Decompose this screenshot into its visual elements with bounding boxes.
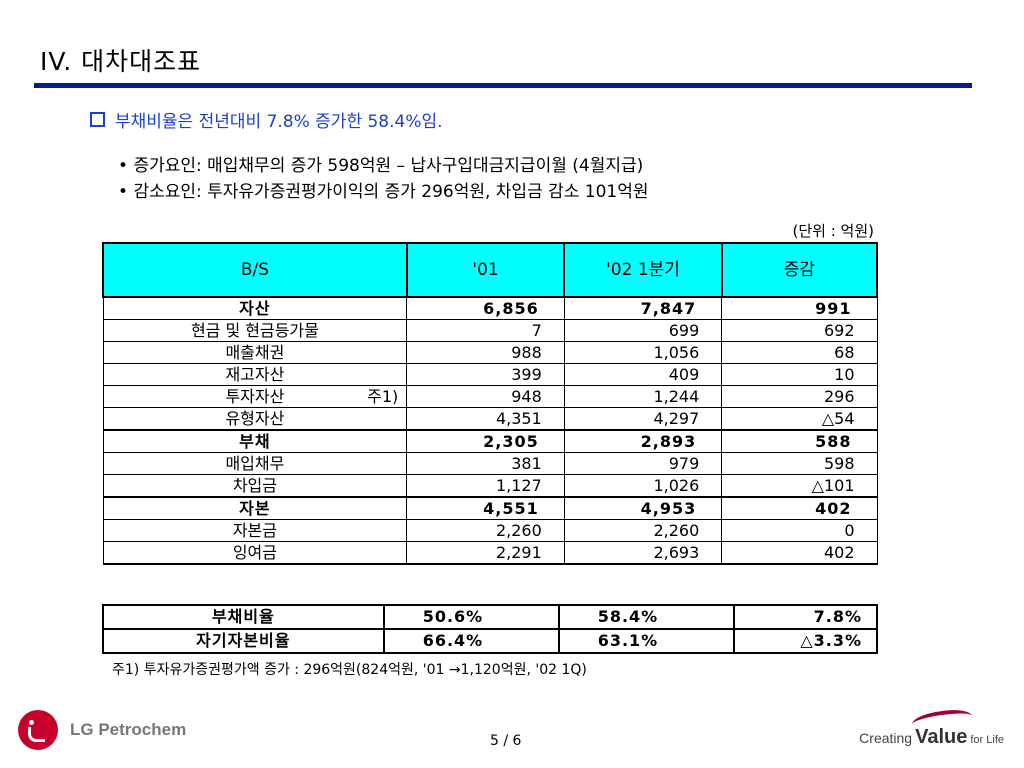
row-name: 자본금: [102, 519, 408, 542]
ratio-row: 자기자본비율 66.4% 63.1% △3.3%: [102, 628, 879, 654]
ratio-name: 부채비율: [102, 604, 385, 630]
row-name: 매입채무: [102, 452, 408, 475]
row-name: 매출채권: [102, 341, 408, 364]
value-2002q1: 1,244: [563, 385, 723, 408]
page-title: IV. 대차대조표: [40, 47, 202, 76]
table-row: 투자자산 주1) 948 1,244 296: [102, 385, 878, 408]
value-change: △54: [721, 407, 878, 430]
row-name: 잉여금: [102, 541, 408, 565]
table-row: 현금 및 현금등가물 7 699 692: [102, 319, 878, 342]
tagline-pre: Creating: [859, 730, 913, 746]
value-2002q1: 409: [563, 363, 723, 386]
header-change: 증감: [720, 242, 879, 298]
header-2002q1: '02 1분기: [563, 242, 723, 298]
value-2002q1: 1,056: [563, 341, 723, 364]
value-change: 402: [721, 496, 878, 520]
row-name: 재고자산: [102, 363, 408, 386]
unit-label: (단위 : 억원): [792, 222, 875, 240]
table-row: 유형자산 4,351 4,297 △54: [102, 407, 878, 430]
value-2002q1: 2,260: [563, 519, 723, 542]
ratio-table: 부채비율 50.6% 58.4% 7.8% 자기자본비율 66.4% 63.1% △3.3%: [102, 604, 879, 654]
value-change: 692: [721, 319, 878, 342]
lg-logo: LG Petrochem: [18, 710, 186, 750]
value-change: 68: [721, 341, 878, 364]
table-row: 차입금 1,127 1,026 △101: [102, 474, 878, 497]
value-2001: 2,260: [406, 519, 565, 542]
table-row: 매출채권 988 1,056 68: [102, 341, 878, 364]
row-name-text: 투자자산: [225, 387, 285, 406]
ratio-change: △3.3%: [732, 628, 879, 654]
row-note: 주1): [367, 387, 399, 406]
lg-face-icon: [18, 710, 58, 750]
checkbox-bullet-icon: [90, 112, 105, 127]
ratio-2001: 50.6%: [382, 604, 560, 630]
table-row: 매입채무 381 979 598: [102, 452, 878, 475]
ratio-2002q1: 63.1%: [557, 628, 735, 654]
value-2001: 7: [406, 319, 565, 342]
bullet-increase: 증가요인: 매입채무의 증가 598억원 – 납사구입대금지급이월 (4월지급): [118, 153, 649, 179]
row-name: 현금 및 현금등가물: [102, 319, 408, 342]
ratio-change: 7.8%: [732, 604, 879, 630]
row-name: 자본: [102, 496, 408, 520]
page-number: 5 / 6: [490, 733, 522, 749]
table-header-row: B/S '01 '02 1분기 증감: [102, 242, 879, 298]
value-2002q1: 979: [563, 452, 723, 475]
row-name: 자산: [102, 296, 408, 320]
company-name: LG Petrochem: [70, 720, 187, 739]
table-row: 자산 6,856 7,847 991: [102, 296, 878, 320]
value-2001: 381: [406, 452, 565, 475]
value-2001: 4,351: [406, 407, 565, 430]
value-change: 598: [721, 452, 878, 475]
value-change: 588: [721, 429, 878, 453]
row-name: 유형자산: [102, 407, 408, 430]
value-2002q1: 2,693: [563, 541, 723, 565]
table-row: 자본금 2,260 2,260 0: [102, 519, 878, 542]
value-2001: 1,127: [406, 474, 565, 497]
bullet-list: 증가요인: 매입채무의 증가 598억원 – 납사구입대금지급이월 (4월지급)…: [118, 153, 649, 205]
footnote: 주1) 투자유가증권평가액 증가 : 296억원(824억원, '01 →1,1…: [112, 662, 587, 678]
value-2001: 2,291: [406, 541, 565, 565]
headline: 부채비율은 전년대비 7.8% 증가한 58.4%임.: [90, 107, 443, 132]
header-bs: B/S: [102, 242, 408, 298]
value-2001: 2,305: [406, 429, 565, 453]
tagline: Creating Value for Life: [859, 726, 1004, 749]
bullet-decrease: 감소요인: 투자유가증권평가이익의 증가 296억원, 차입금 감소 101억원: [118, 179, 648, 205]
value-2002q1: 1,026: [563, 474, 723, 497]
tagline-main: Value: [915, 726, 968, 748]
value-2002q1: 699: [563, 319, 723, 342]
value-2001: 6,856: [406, 296, 565, 320]
tagline-post: for Life: [970, 734, 1004, 746]
row-name: 부채: [102, 429, 408, 453]
value-2002q1: 4,297: [563, 407, 723, 430]
value-2002q1: 7,847: [563, 296, 723, 320]
value-2001: 988: [406, 341, 565, 364]
value-2002q1: 2,893: [563, 429, 723, 453]
title-divider: [34, 83, 972, 88]
ratio-row: 부채비율 50.6% 58.4% 7.8%: [102, 604, 879, 630]
table-row: 자본 4,551 4,953 402: [102, 496, 878, 520]
row-name: 차입금: [102, 474, 408, 497]
value-change: △101: [721, 474, 878, 497]
table-row: 부채 2,305 2,893 588: [102, 429, 878, 453]
value-change: 402: [721, 541, 878, 565]
balance-sheet-table: B/S '01 '02 1분기 증감 자산 6,856 7,847 991 현금 및 현…: [102, 242, 879, 565]
value-2002q1: 4,953: [563, 496, 723, 520]
value-2001: 4,551: [406, 496, 565, 520]
value-change: 10: [721, 363, 878, 386]
row-name: 투자자산 주1): [102, 385, 408, 408]
headline-text: 부채비율은 전년대비 7.8% 증가한 58.4%임.: [115, 112, 443, 132]
ratio-2002q1: 58.4%: [557, 604, 735, 630]
value-2001: 399: [406, 363, 565, 386]
value-change: 296: [721, 385, 878, 408]
table-row: 재고자산 399 409 10: [102, 363, 878, 386]
ratio-2001: 66.4%: [382, 628, 560, 654]
value-change: 991: [721, 296, 878, 320]
value-2001: 948: [406, 385, 565, 408]
value-change: 0: [721, 519, 878, 542]
header-2001: '01: [405, 242, 566, 298]
table-row: 잉여금 2,291 2,693 402: [102, 541, 878, 565]
ratio-name: 자기자본비율: [102, 628, 385, 654]
